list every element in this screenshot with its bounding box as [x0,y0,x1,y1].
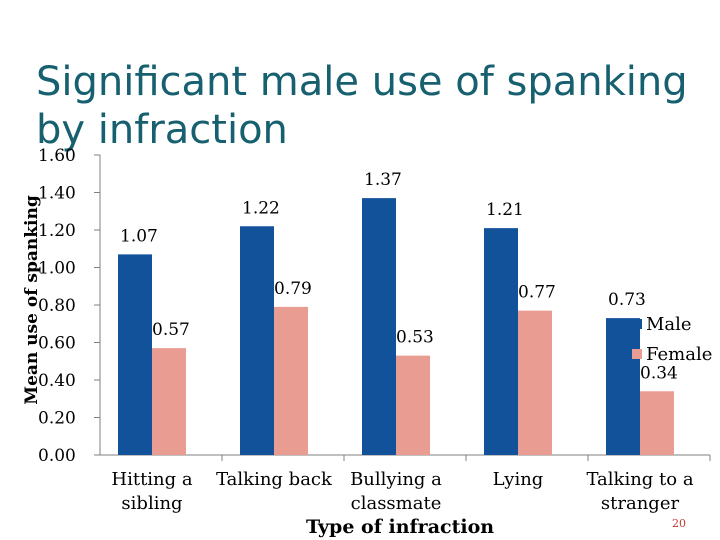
data-label-male: 1.07 [120,226,158,246]
legend-label-female: Female [646,344,712,365]
y-tick-label: 1.60 [38,146,76,166]
y-tick-label: 0.40 [38,371,76,391]
data-label-male: 1.21 [486,200,524,220]
bar-female-2 [396,355,430,455]
bar-female-1 [274,306,308,455]
bar-male-4 [606,318,640,455]
x-category-label: Talking to a stranger [586,469,693,514]
bar-male-3 [484,228,518,455]
data-label-female: 0.77 [518,283,556,303]
x-category-label: Lying [493,469,544,490]
bar-male-0 [118,254,152,455]
y-tick-label: 0.00 [38,446,76,466]
y-tick-label: 0.20 [38,409,76,429]
legend-label-male: Male [646,314,692,335]
data-label-male: 0.73 [608,290,646,310]
data-label-male: 1.37 [364,170,402,190]
data-label-female: 0.34 [640,363,678,383]
bar-female-3 [518,310,552,455]
x-category-label: Hitting a sibling [111,469,193,514]
bar-female-0 [152,348,186,455]
x-category-label: Talking back [216,469,333,490]
bar-female-4 [640,391,674,455]
legend-swatch-female [632,349,642,359]
x-category-label: Bullying a classmate [350,469,442,514]
y-tick-label: 0.60 [38,334,76,354]
bar-male-2 [362,198,396,455]
bar-male-1 [240,226,274,455]
legend-swatch-male [632,319,642,329]
page-number: 20 [672,517,686,530]
y-tick-label: 1.20 [38,221,76,241]
y-tick-label: 1.40 [38,184,76,204]
y-axis-label: Mean use of spanking [22,195,42,405]
x-axis-label: Type of infraction [306,516,494,538]
data-label-female: 0.53 [396,328,434,348]
y-tick-label: 1.00 [38,259,76,279]
y-tick-label: 0.80 [38,296,76,316]
data-label-male: 1.22 [242,198,280,218]
data-label-female: 0.57 [152,320,190,340]
data-label-female: 0.79 [274,279,312,299]
slide-title: Significant male use of spanking by infr… [36,59,688,153]
